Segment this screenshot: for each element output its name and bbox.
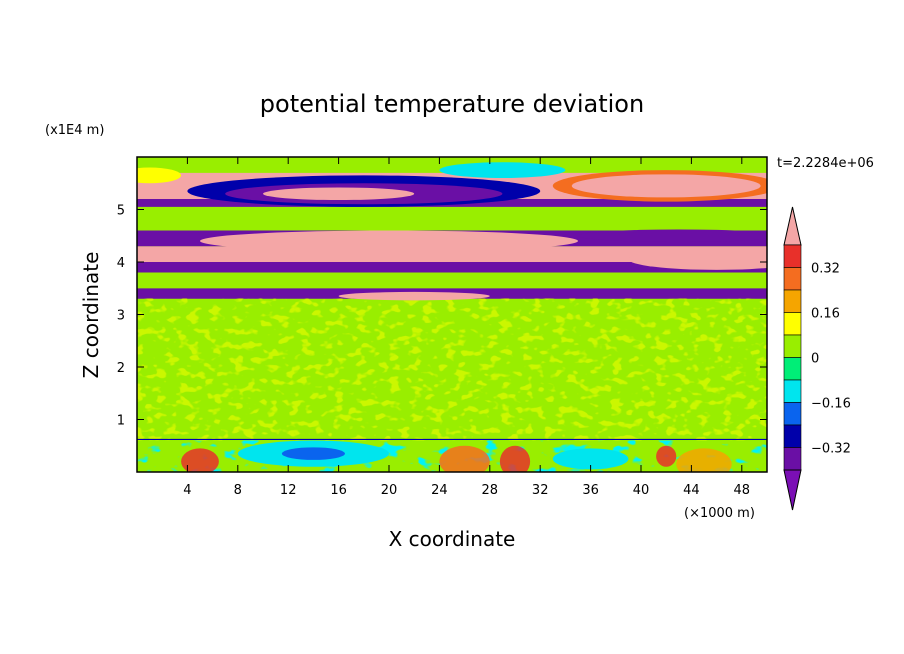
- low-orange-2: [676, 448, 732, 472]
- colorbar-label: 0.32: [811, 262, 840, 277]
- purple-wave-right: [578, 229, 767, 243]
- x-axis-title: X coordinate: [389, 527, 516, 551]
- colorbar-label: 0.16: [811, 307, 840, 322]
- x-tick-label: 36: [582, 483, 599, 498]
- colorbar-segment: [783, 267, 802, 291]
- band-3: [137, 272, 767, 289]
- colorbar-segment: [783, 357, 802, 381]
- band-4: [137, 262, 767, 273]
- band-5: [137, 246, 767, 262]
- time-label: t=2.2284e+06: [777, 156, 874, 171]
- plot-area: [137, 157, 767, 472]
- colorbar-segment: [783, 244, 802, 268]
- band-10: [137, 157, 767, 173]
- colorbar-segment: [783, 312, 802, 336]
- low-blue-1: [281, 447, 345, 460]
- x-unit-label: (×1000 m): [684, 506, 755, 521]
- low-orange-1: [439, 445, 490, 472]
- low-red-3: [656, 445, 677, 467]
- colorbar-bottom-arrow: [783, 469, 802, 511]
- pink-lower: [338, 291, 490, 301]
- x-tick-label: 24: [431, 483, 448, 498]
- colorbar-top-arrow: [783, 206, 802, 246]
- y-ticks: 1 2 3 4 5: [117, 204, 767, 429]
- top-cyan: [439, 162, 566, 178]
- y-tick-label: 3: [117, 309, 125, 324]
- x-tick-label: 44: [683, 483, 700, 498]
- colorbar-segment: [783, 379, 802, 403]
- x-tick-label: 16: [330, 483, 347, 498]
- y-tick-label: 1: [117, 414, 125, 429]
- y-unit-label: (x1E4 m): [45, 123, 104, 138]
- y-tick-label: 2: [117, 361, 125, 376]
- colorbar-segment: [783, 424, 802, 448]
- top-right-pink-core: [571, 174, 761, 198]
- x-tick-label: 48: [734, 483, 751, 498]
- low-red-1: [181, 448, 219, 472]
- top-left-yellow: [137, 167, 182, 184]
- x-tick-label: 20: [381, 483, 398, 498]
- mottled-texture: [137, 298, 767, 441]
- low-red-2: [499, 445, 531, 472]
- low-cyan-2: [552, 448, 629, 470]
- top-pink-core: [263, 187, 415, 201]
- colorbar-label: −0.16: [811, 397, 851, 412]
- band-7: [137, 206, 767, 231]
- y-axis-title: Z coordinate: [79, 252, 103, 379]
- colorbar: 0.32 0.16 0 −0.16 −0.32: [783, 206, 851, 511]
- colorbar-label: −0.32: [811, 442, 851, 457]
- x-tick-label: 8: [234, 483, 242, 498]
- colorbar-segment: [783, 402, 802, 426]
- pink-wave-left: [200, 230, 578, 252]
- colorbar-segment: [783, 447, 802, 471]
- colorbar-segment: [783, 289, 802, 313]
- feature-layer: [137, 162, 767, 472]
- colorbar-label: 0: [811, 352, 819, 367]
- y-tick-label: 4: [117, 256, 125, 271]
- x-tick-label: 40: [633, 483, 650, 498]
- x-tick-label: 4: [183, 483, 191, 498]
- x-tick-label: 28: [482, 483, 499, 498]
- x-tick-label: 12: [280, 483, 297, 498]
- chart-title: potential temperature deviation: [260, 90, 644, 118]
- x-ticks: 4 8 12 16 20 24 28 32 36 40 44 48: [183, 157, 750, 498]
- pink-wave-right: [628, 248, 767, 270]
- x-tick-label: 32: [532, 483, 549, 498]
- y-tick-label: 5: [117, 204, 125, 219]
- colorbar-segment: [783, 334, 802, 358]
